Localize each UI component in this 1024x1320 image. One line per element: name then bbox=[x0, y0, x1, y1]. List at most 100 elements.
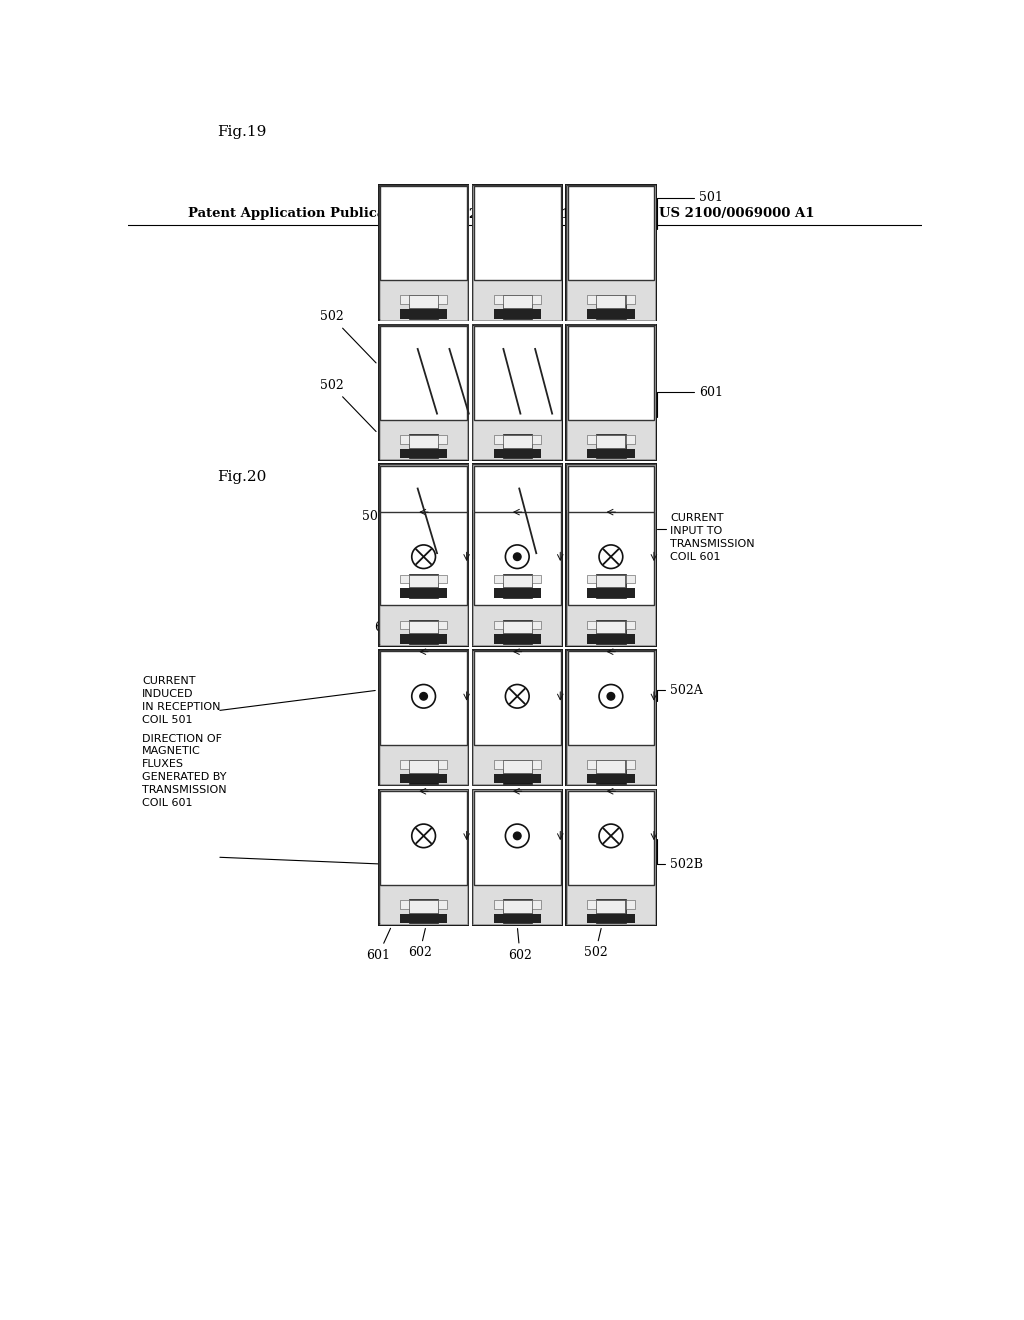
Bar bbox=[379, 325, 468, 459]
Bar bbox=[566, 325, 655, 459]
Bar bbox=[380, 466, 467, 560]
Bar bbox=[474, 186, 560, 280]
Bar bbox=[438, 760, 447, 770]
Bar bbox=[566, 463, 656, 601]
Bar bbox=[596, 899, 626, 923]
Bar bbox=[379, 185, 469, 321]
Bar bbox=[473, 186, 561, 319]
Bar bbox=[531, 296, 541, 304]
Bar bbox=[587, 774, 635, 783]
Bar bbox=[380, 465, 468, 599]
Bar bbox=[567, 186, 654, 280]
Bar bbox=[494, 296, 503, 304]
Bar bbox=[566, 789, 656, 925]
Circle shape bbox=[599, 685, 623, 708]
Bar bbox=[566, 185, 655, 321]
Bar bbox=[472, 463, 563, 601]
Bar bbox=[473, 465, 561, 599]
Bar bbox=[494, 449, 541, 458]
Bar bbox=[379, 789, 468, 924]
Bar bbox=[438, 574, 447, 583]
Bar bbox=[380, 326, 468, 459]
Bar bbox=[472, 185, 563, 321]
Bar bbox=[567, 326, 654, 459]
Bar bbox=[596, 434, 626, 458]
Bar bbox=[378, 323, 469, 461]
Bar bbox=[566, 510, 656, 645]
Bar bbox=[565, 463, 656, 601]
Bar bbox=[565, 788, 656, 925]
Bar bbox=[473, 186, 561, 319]
Bar bbox=[379, 511, 468, 645]
Bar bbox=[380, 326, 467, 420]
Bar bbox=[472, 789, 562, 925]
Circle shape bbox=[412, 545, 435, 569]
Text: Mar. 18, 2010  Sheet 11 of 12: Mar. 18, 2010 Sheet 11 of 12 bbox=[403, 207, 622, 220]
Bar bbox=[472, 510, 563, 647]
Bar bbox=[473, 651, 561, 784]
Bar bbox=[587, 620, 596, 630]
Bar bbox=[380, 511, 468, 645]
Bar bbox=[494, 760, 503, 770]
Bar bbox=[566, 789, 655, 925]
Bar bbox=[626, 760, 635, 770]
Bar bbox=[473, 511, 561, 645]
Bar bbox=[380, 651, 468, 784]
Text: 601: 601 bbox=[656, 385, 723, 417]
Bar bbox=[567, 465, 654, 599]
Bar bbox=[567, 511, 654, 645]
Text: 601: 601 bbox=[367, 928, 390, 961]
Bar bbox=[567, 651, 654, 744]
Bar bbox=[409, 574, 438, 598]
Bar bbox=[410, 296, 438, 308]
Bar bbox=[473, 465, 562, 599]
Bar bbox=[596, 574, 626, 598]
Bar bbox=[531, 620, 541, 630]
Bar bbox=[567, 512, 654, 606]
Bar bbox=[473, 791, 561, 924]
Bar bbox=[566, 511, 655, 645]
Bar bbox=[410, 574, 438, 587]
Bar bbox=[474, 512, 560, 606]
Circle shape bbox=[513, 832, 521, 840]
Bar bbox=[379, 651, 468, 785]
Bar bbox=[379, 511, 468, 645]
Bar bbox=[472, 323, 563, 461]
Bar bbox=[503, 620, 531, 644]
Bar bbox=[438, 620, 447, 630]
Bar bbox=[380, 186, 468, 319]
Bar bbox=[472, 463, 562, 601]
Bar bbox=[566, 649, 656, 785]
Bar bbox=[626, 620, 635, 630]
Bar bbox=[379, 186, 468, 319]
Bar bbox=[473, 325, 562, 459]
Bar bbox=[566, 465, 655, 599]
Bar bbox=[503, 574, 531, 598]
Circle shape bbox=[513, 553, 521, 561]
Text: CURRENT
INPUT TO
TRANSMISSION
COIL 601: CURRENT INPUT TO TRANSMISSION COIL 601 bbox=[671, 513, 755, 561]
Text: 502A: 502A bbox=[656, 684, 703, 701]
Bar bbox=[400, 574, 409, 583]
Bar bbox=[503, 900, 531, 912]
Bar bbox=[438, 900, 447, 908]
Bar bbox=[587, 913, 635, 923]
Text: 502B: 502B bbox=[656, 840, 703, 870]
Circle shape bbox=[506, 545, 529, 569]
Bar bbox=[409, 759, 438, 784]
Text: 502: 502 bbox=[319, 310, 376, 363]
Bar bbox=[503, 296, 531, 308]
Bar bbox=[379, 649, 468, 785]
Circle shape bbox=[412, 685, 435, 708]
Bar bbox=[379, 325, 469, 461]
Bar bbox=[565, 185, 656, 321]
Circle shape bbox=[420, 693, 427, 700]
Circle shape bbox=[412, 824, 435, 847]
Bar bbox=[380, 512, 467, 606]
Bar bbox=[400, 635, 447, 644]
Bar bbox=[380, 791, 467, 884]
Text: DIRECTION OF
MAGNETIC
FLUXES
GENERATED BY
TRANSMISSION
COIL 601: DIRECTION OF MAGNETIC FLUXES GENERATED B… bbox=[142, 734, 226, 808]
Circle shape bbox=[599, 545, 623, 569]
Text: 602: 602 bbox=[508, 928, 532, 961]
Bar bbox=[378, 185, 469, 321]
Bar bbox=[596, 294, 626, 318]
